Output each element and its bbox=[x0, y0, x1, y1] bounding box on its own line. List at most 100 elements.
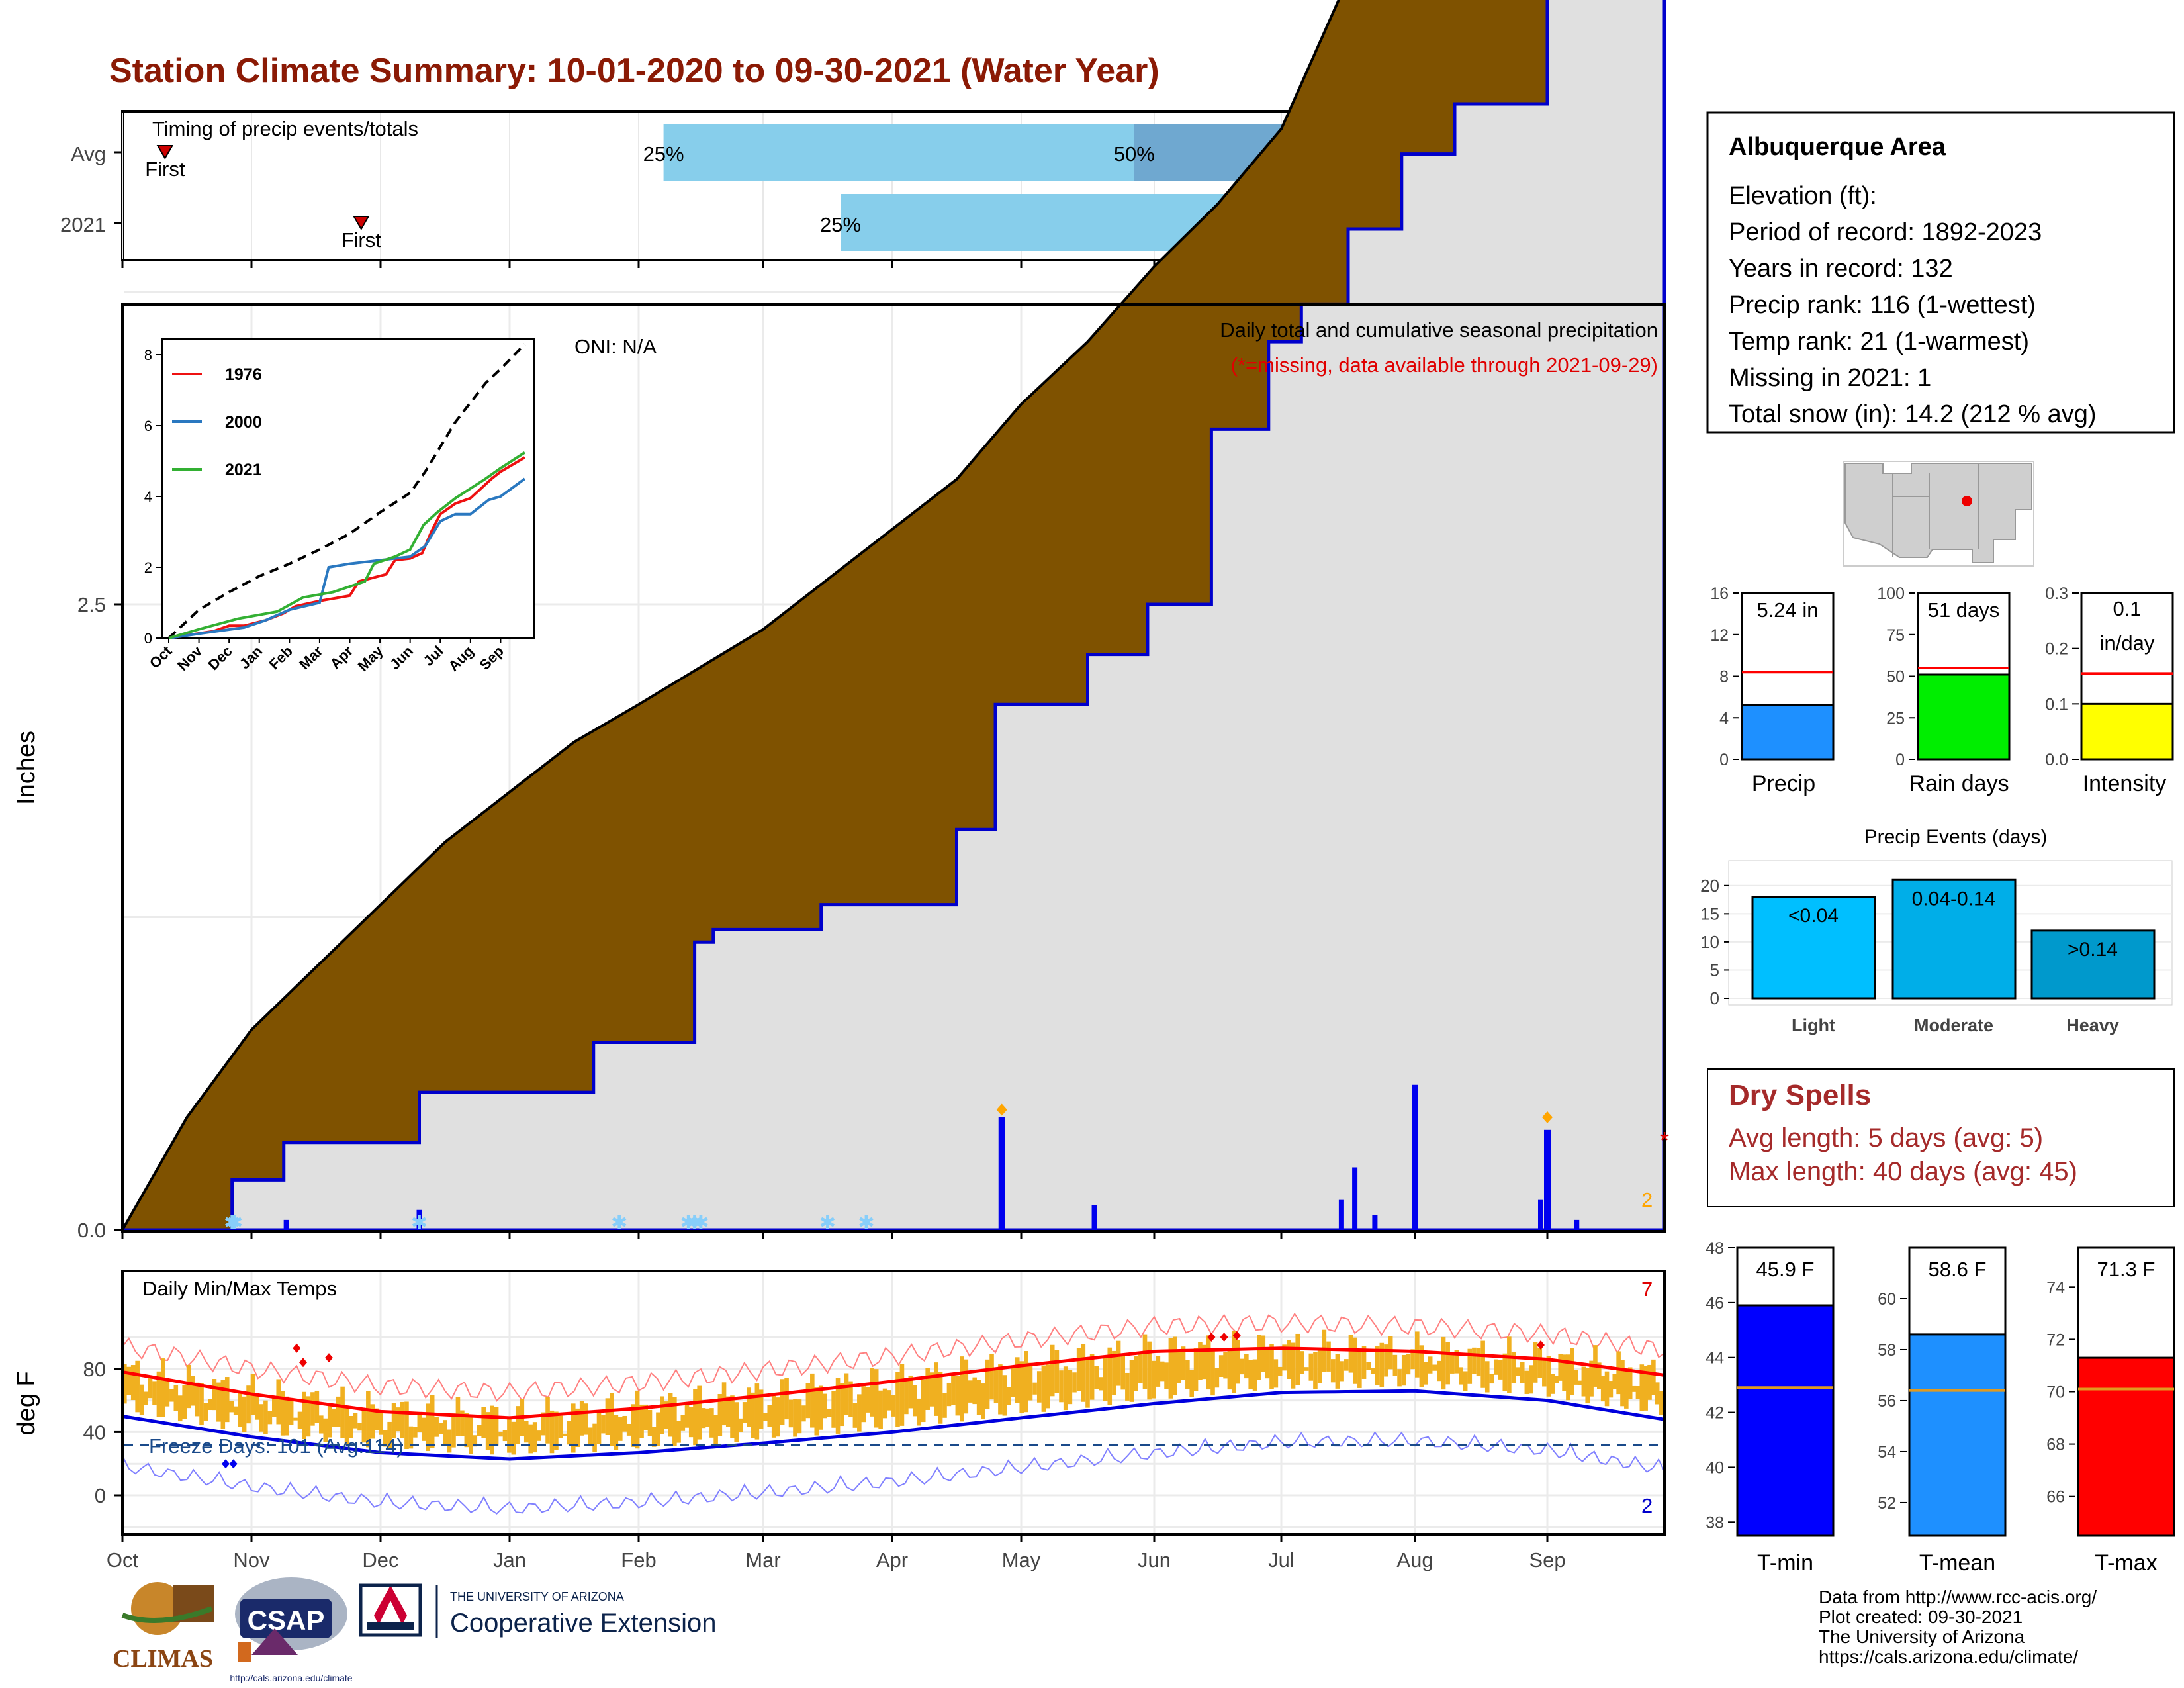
daily-temp-bar bbox=[730, 1395, 735, 1438]
daily-temp-bar bbox=[199, 1383, 204, 1426]
small-bar-Rain days bbox=[1917, 673, 2011, 761]
daily-temp-bar bbox=[805, 1383, 811, 1419]
freeze-days: Freeze Days: 101 (Avg:114) bbox=[149, 1434, 404, 1458]
daily-temp-bar bbox=[323, 1418, 328, 1442]
daily-temp-bar bbox=[1023, 1351, 1028, 1413]
daily-temp-bar bbox=[1326, 1341, 1331, 1372]
daily-temp-bar bbox=[443, 1420, 447, 1444]
small-bar-ytick-label: 75 bbox=[1886, 626, 1905, 645]
daily-temp-bar bbox=[267, 1411, 273, 1425]
small-bar-ytick-label: 4 bbox=[1719, 709, 1729, 727]
daily-temp-bar bbox=[721, 1382, 727, 1426]
daily-precip-bar bbox=[1538, 1199, 1543, 1230]
inset-ytick-label: 2 bbox=[144, 559, 152, 576]
precip-panel: ✱✱✱✱✱✱✱✱✱ 0.02.55.07.5 Inches ONI: N/A D… bbox=[13, 0, 1669, 1242]
daily-temp-bar bbox=[705, 1408, 710, 1427]
daily-temp-bar bbox=[208, 1399, 212, 1411]
month-label-May: May bbox=[1002, 1548, 1041, 1571]
daily-temp-bar bbox=[135, 1360, 140, 1413]
daily-temp-bar bbox=[1397, 1369, 1402, 1387]
daily-temp-bar bbox=[516, 1406, 520, 1444]
daily-temp-bar bbox=[763, 1413, 768, 1421]
month-label-Jan: Jan bbox=[493, 1548, 526, 1571]
info-line-2: Years in record: 132 bbox=[1729, 255, 1953, 283]
daily-temp-bar bbox=[955, 1376, 960, 1416]
daily-temp-bar bbox=[148, 1378, 153, 1399]
record-max-line bbox=[122, 1312, 1665, 1403]
daily-precip-bar bbox=[1338, 1199, 1344, 1230]
daily-temp-bar bbox=[1282, 1344, 1287, 1371]
daily-temp-bar bbox=[165, 1378, 170, 1407]
daily-temp-bar bbox=[1542, 1358, 1547, 1387]
daily-temp-bar bbox=[1554, 1376, 1559, 1383]
daily-temp-bar bbox=[507, 1419, 512, 1453]
daily-temp-bar bbox=[169, 1389, 174, 1402]
daily-temp-bar bbox=[1193, 1348, 1199, 1391]
daily-temp-bar bbox=[1041, 1365, 1046, 1412]
daily-temp-bar bbox=[391, 1403, 396, 1439]
daily-temp-bar bbox=[1032, 1382, 1037, 1395]
daily-temp-bar bbox=[1494, 1359, 1498, 1375]
daily-temp-bar bbox=[144, 1391, 148, 1405]
small-bar-Intensity bbox=[2080, 702, 2174, 761]
daily-temp-bar bbox=[1261, 1335, 1266, 1372]
daily-temp-bar bbox=[1624, 1368, 1629, 1409]
inset-ytick-label: 0 bbox=[144, 630, 152, 647]
daily-temp-bar bbox=[285, 1396, 289, 1436]
inset-line-2000 bbox=[168, 477, 526, 639]
daily-temp-bar bbox=[229, 1401, 234, 1413]
csap-text: CSAP bbox=[248, 1605, 325, 1636]
daily-temp-bar bbox=[1600, 1376, 1606, 1402]
daily-temp-bar bbox=[563, 1433, 567, 1436]
daily-temp-bar bbox=[460, 1410, 465, 1436]
precip-record-marker bbox=[1542, 1111, 1553, 1123]
daily-temp-bar bbox=[537, 1430, 541, 1441]
daily-temp-bar bbox=[1277, 1366, 1283, 1376]
daily-temp-bar bbox=[353, 1413, 358, 1429]
daily-temp-bar bbox=[366, 1391, 371, 1448]
temp-bar-ytick-label: 66 bbox=[2046, 1488, 2065, 1507]
events-ytick-label: 20 bbox=[1700, 876, 1719, 896]
precip-record-marker bbox=[996, 1103, 1007, 1116]
temp-bar-label-2: T-max bbox=[2095, 1550, 2157, 1575]
daily-temp-bar bbox=[379, 1411, 384, 1435]
legend-label-1976: 1976 bbox=[225, 365, 262, 384]
daily-temp-bar bbox=[481, 1407, 486, 1438]
temp-ytick-label: 40 bbox=[83, 1421, 106, 1444]
event-bar-Light bbox=[1751, 896, 1876, 1000]
daily-temp-bar bbox=[1375, 1346, 1380, 1385]
daily-temp-bar bbox=[635, 1390, 640, 1449]
daily-temp-bar bbox=[464, 1413, 469, 1448]
daily-temp-bar bbox=[271, 1398, 277, 1417]
daily-temp-bar bbox=[626, 1423, 631, 1436]
small-bar-ytick-label: 0.1 bbox=[2045, 695, 2068, 714]
daily-temp-bar bbox=[1063, 1366, 1068, 1411]
temp-ytick-label: 0 bbox=[95, 1484, 106, 1507]
daily-temp-bar bbox=[852, 1403, 858, 1428]
small-bar-value-2: in/day bbox=[2100, 632, 2155, 655]
temp-bar-ytick-label: 52 bbox=[1878, 1494, 1896, 1513]
daily-temp-bar bbox=[1406, 1354, 1411, 1375]
daily-temp-bar bbox=[532, 1422, 537, 1453]
hot-count: 7 bbox=[1641, 1278, 1653, 1301]
record-min-line bbox=[122, 1431, 1665, 1515]
daily-temp-bar bbox=[878, 1390, 883, 1429]
record-high-marker bbox=[1220, 1333, 1228, 1342]
daily-temp-bar bbox=[451, 1413, 456, 1448]
daily-temp-bar bbox=[1177, 1349, 1181, 1383]
small-bar-value-0: 5.24 in bbox=[1756, 598, 1818, 622]
info-line-3: Precip rank: 116 (1-wettest) bbox=[1729, 291, 2036, 319]
daily-temp-bar bbox=[754, 1383, 760, 1440]
daily-temp-bar bbox=[1068, 1370, 1073, 1405]
month-label-Apr: Apr bbox=[876, 1548, 908, 1571]
avg-first-marker bbox=[156, 145, 174, 160]
temp-bar-ytick-label: 74 bbox=[2046, 1278, 2065, 1297]
daily-temp-bar bbox=[1463, 1371, 1468, 1391]
daily-temp-bar bbox=[177, 1395, 183, 1422]
daily-temp-bar bbox=[280, 1391, 285, 1436]
avg-first-label: First bbox=[145, 158, 185, 181]
daily-temp-bar bbox=[263, 1400, 268, 1434]
dry-line-1: Avg length: 5 days (avg: 5) bbox=[1729, 1123, 2043, 1152]
daily-temp-bar bbox=[276, 1379, 281, 1425]
